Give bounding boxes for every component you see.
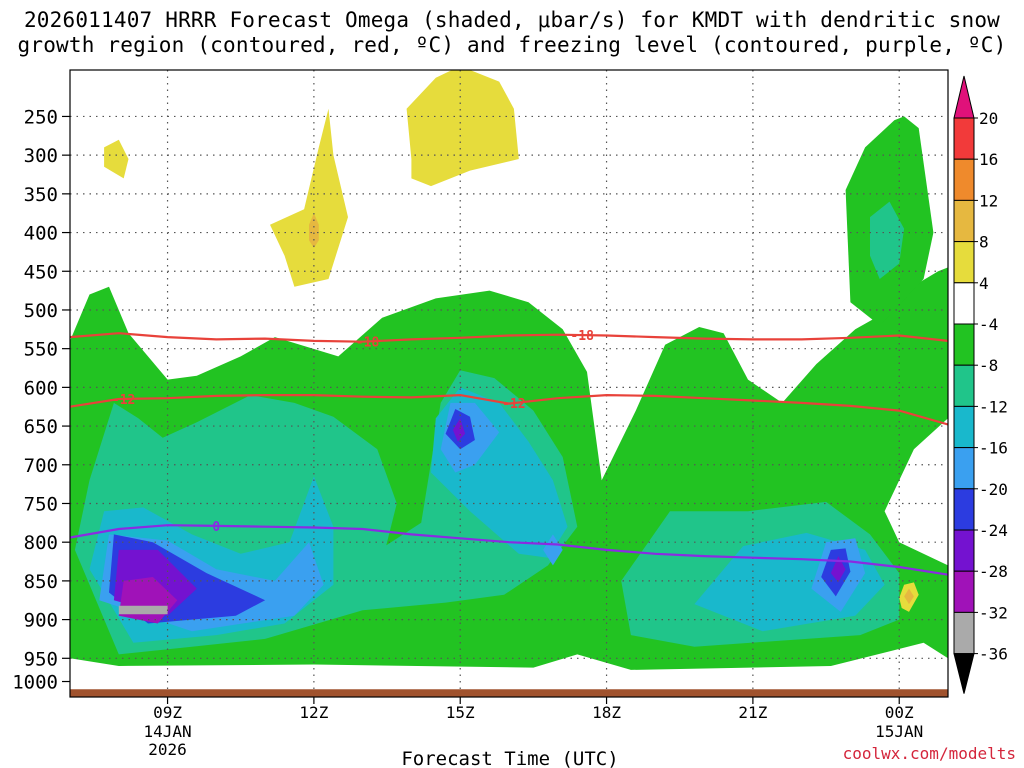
colorbar-label: 20 (979, 109, 998, 128)
colorbar-label: 12 (979, 191, 998, 210)
y-tick-label: 650 (24, 416, 58, 438)
x-tick-label: 00Z (885, 703, 914, 722)
y-tick-label: 450 (24, 261, 58, 283)
colorbar-swatch (953, 405, 975, 449)
x-tick-label: 15Z (446, 703, 475, 722)
omega-region (406, 70, 519, 187)
x-tick-date: 14JAN (143, 722, 191, 741)
x-tick-year: 2026 (148, 740, 187, 759)
colorbar-label: 8 (979, 233, 989, 252)
y-tick-label: 800 (24, 532, 58, 554)
y-tick-label: 1000 (12, 672, 58, 694)
isotherm-label: -12 (112, 393, 135, 408)
y-tick-label: 950 (24, 648, 58, 670)
colorbar-swatch (953, 199, 975, 243)
colorbar: 20 16 12 8 4 -4 -8 -12 -16 -20 -24 -28 -32 -36 (953, 75, 1008, 694)
x-tick-label: 09Z (153, 703, 182, 722)
omega-region (118, 605, 168, 615)
chart-title-line-1: 2026011407 HRRR Forecast Omega (shaded, … (23, 8, 1001, 32)
colorbar-label: -16 (979, 439, 1008, 458)
x-tick-date: 15JAN (875, 722, 923, 741)
colorbar-swatch (953, 488, 975, 531)
isotherm-line (70, 524, 948, 576)
omega-region (830, 556, 846, 583)
colorbar-swatch (953, 158, 975, 201)
y-tick-label: 750 (24, 493, 58, 515)
colorbar-swatch (953, 364, 975, 407)
omega-shading (70, 70, 948, 670)
omega-region (270, 108, 348, 287)
colorbar-label: -4 (979, 315, 998, 334)
colorbar-label: -24 (979, 521, 1008, 540)
colorbar-swatch (953, 570, 975, 613)
colorbar-label: -20 (979, 480, 1008, 499)
x-axis-label: Forecast Time (UTC) (401, 748, 618, 768)
omega-region (452, 418, 466, 442)
colorbar-label: -32 (979, 603, 1008, 622)
y-tick-label: 350 (24, 184, 58, 206)
ground-strip (70, 689, 948, 697)
colorbar-swatch (953, 529, 975, 572)
colorbar-swatch (953, 323, 975, 366)
omega-region (870, 201, 905, 279)
omega-region (104, 139, 129, 179)
grid-lines (70, 70, 948, 697)
watermark: coolwx.com/modelts (842, 744, 1016, 763)
colorbar-label: -12 (979, 397, 1008, 416)
y-tick-label: 700 (24, 455, 58, 477)
isotherm-label: -18 (356, 335, 380, 350)
y-tick-label: 400 (24, 223, 58, 245)
y-tick-label: 900 (24, 610, 58, 632)
isotherm-label: 0 (212, 520, 220, 535)
x-tick-label: 21Z (738, 703, 767, 722)
isotherm-contours: -18 -18 -12 -12 0 (70, 329, 948, 576)
isotherm-label: -18 (570, 329, 594, 344)
y-tick-label: 550 (24, 339, 58, 361)
colorbar-swatch (953, 241, 975, 284)
omega-region (904, 588, 914, 605)
colorbar-swatch (953, 117, 975, 160)
omega-region (309, 213, 319, 248)
chart-title-line-2: growth region (contoured, red, ºC) and f… (17, 33, 1007, 57)
colorbar-swatch (953, 611, 975, 655)
colorbar-swatch (953, 282, 975, 325)
colorbar-label: 4 (979, 274, 989, 293)
y-tick-label: 250 (24, 106, 58, 128)
x-tick-label: 18Z (592, 703, 621, 722)
x-tick-label: 12Z (299, 703, 328, 722)
y-axis: 250 300 350 400 450 500 550 600 650 700 750 800 850 9… (12, 106, 70, 694)
y-tick-label: 600 (24, 377, 58, 399)
y-tick-label: 850 (24, 571, 58, 593)
plot-frame (69, 69, 949, 698)
y-tick-label: 500 (24, 300, 58, 322)
colorbar-arrow-top (953, 75, 975, 119)
y-tick-label: 300 (24, 145, 58, 167)
isotherm-line (70, 393, 948, 426)
colorbar-label: -28 (979, 562, 1008, 581)
colorbar-arrow-bottom (953, 653, 975, 694)
isotherm-label: -12 (502, 397, 525, 412)
isotherm-line (70, 332, 948, 343)
colorbar-label: -36 (979, 645, 1008, 664)
colorbar-label: 16 (979, 150, 998, 169)
colorbar-swatch (953, 447, 975, 490)
colorbar-label: -8 (979, 356, 998, 375)
